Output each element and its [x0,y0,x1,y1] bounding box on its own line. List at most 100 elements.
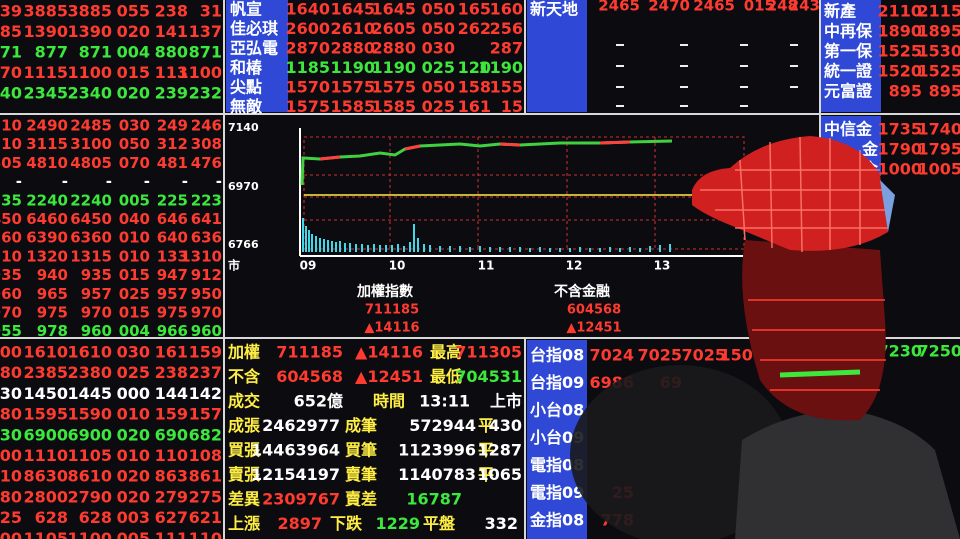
quote-cell: 1390 [67,22,112,41]
quote-cell: 100 [0,446,22,465]
quote-cell: 2600 [285,19,330,38]
quote-cell: 1575 [285,97,330,116]
quote-cell: 003 [117,508,150,527]
quote-cell: 2240 [70,191,112,209]
quote-cell: 430 [0,384,22,403]
stock-name: 無敵 [230,97,263,116]
quote-cell: 1610 [67,343,112,362]
quote-cell: 050 [422,19,455,38]
quote-cell: 070 [119,154,150,172]
quote-cell: 960 [81,322,112,340]
quote-cell: 628 [35,508,68,527]
quote-cell: 2870 [285,39,330,58]
quote-cell: 7230 [877,342,922,361]
quote-cell: 1390 [23,22,68,41]
quote-cell: 1525 [917,62,960,81]
quote-cell: 025 [422,97,455,116]
summary-cell: 平盤 [423,514,456,533]
x-tick-label: 12 [566,259,583,273]
stock-name: 中信金 [824,120,873,139]
stock-name: 亞弘電 [230,39,278,58]
quote-cell: 912 [191,266,222,284]
quote-cell: 476 [191,154,222,172]
quote-cell: 108 [189,446,222,465]
summary-cell: 13:11 [419,392,470,411]
quote-cell: 110 [155,446,188,465]
summary-cell: 16787 [406,490,462,509]
placeholder-dashes [616,44,798,107]
quote-cell: 1740 [917,120,960,139]
quote-cell: 1190 [478,58,523,77]
quote-cell: 1310 [180,247,222,265]
quote-cell: 4810 [26,154,68,172]
index-label: 不含金融 [554,283,610,300]
quote-cell: 137 [189,22,222,41]
quote-cell: 249 [157,117,188,135]
quote-cell: 6450 [70,210,112,228]
quote-cell: 580 [0,405,22,424]
y-tick-label: 6970 [228,180,259,193]
y-tick-label: 7140 [228,121,259,134]
quote-cell: 2800 [23,487,68,506]
quote-cell: 235 [0,191,22,209]
quote-cell: 871 [189,43,222,62]
stock-name: 佳必琪 [230,19,278,38]
stock-name: 第一保 [824,42,873,61]
stock-name: 中再保 [824,22,873,41]
summary-cell: 差異 [228,490,260,509]
quote-cell: 861 [189,467,222,486]
quote-cell: 1105 [23,529,68,539]
summary-cell: 711185 [276,343,343,362]
quote-cell: 2340 [67,84,112,103]
quote-cell: 246 [191,117,222,135]
quote-cell: 10 [1,135,22,153]
name-column [226,0,288,112]
quote-cell: 380 [0,363,22,382]
y-tick-label: 6766 [228,238,259,251]
index-chart [299,128,745,257]
summary-cell: 買筆 [345,441,377,460]
quote-cell: 133 [157,247,188,265]
quote-cell: 1190 [330,58,375,77]
quote-cell: 950 [191,285,222,303]
summary-cell: 賣筆 [344,465,377,484]
quote-cell: 020 [117,22,150,41]
quote-cell: 625 [0,508,22,527]
quote-cell: 308 [191,135,222,153]
quote-cell: 113 [155,63,188,82]
quote-cell: 155 [490,78,523,97]
quote-cell: 256 [490,19,523,38]
quote-cell: 262 [458,19,491,38]
quote-cell: 8610 [67,467,112,486]
quote-cell: 2605 [371,19,416,38]
quote-cell: 004 [119,322,150,340]
quote-cell: 978 [37,322,68,340]
quote-cell: 2485 [70,117,112,135]
quote-cell: - [106,173,112,191]
index-value: 604568 [567,303,621,318]
summary-cell: 成筆 [345,416,377,435]
quote-cell: 10 [1,117,22,135]
summary-cell: 1140783 [398,465,476,484]
quote-cell: 31 [200,2,222,21]
summary-cell: 604568 [276,367,343,386]
quote-cell: 020 [117,467,150,486]
quote-cell: 481 [157,154,188,172]
quote-cell: 6460 [26,210,68,228]
quote-cell: 030 [117,343,150,362]
quote-cell: 1105 [67,446,112,465]
summary-cell: 1065 [477,465,522,484]
quote-cell: 3885 [67,2,112,21]
quote-cell: 780 [0,487,22,506]
quote-cell: 3885 [23,2,68,21]
quote-cell: 161 [458,97,491,116]
stock-name: 統一證 [824,62,873,81]
quote-cell: 232 [189,84,222,103]
summary-cell: 成張 [228,416,261,435]
quote-cell: 1100 [67,529,112,539]
quote-cell: 015 [117,63,150,82]
summary-cell: 652億 [294,392,343,411]
quote-cell: 1735 [877,120,922,139]
quote-cell: 975 [157,304,188,322]
quote-cell: 340 [0,84,22,103]
